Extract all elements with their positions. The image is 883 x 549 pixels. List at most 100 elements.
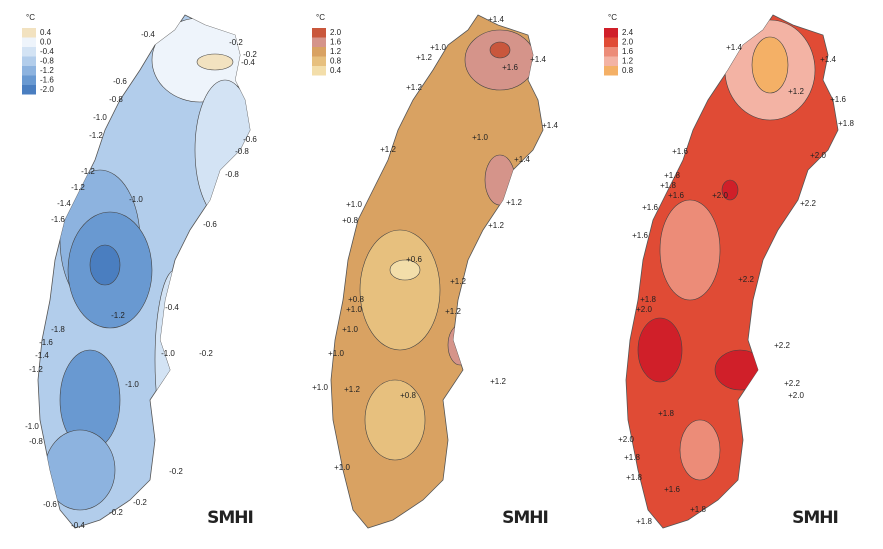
contour-label: -0.6 [113,77,127,86]
contour-label: +1.2 [344,385,360,394]
contour-label: -0.2 [133,498,147,507]
contour-label: +1.4 [726,43,742,52]
contour-label: +2.0 [618,435,634,444]
temperature-zones [359,29,536,461]
contour-label: +1.2 [416,53,432,62]
contour-label: +0.8 [342,216,358,225]
contour-label: +1.2 [490,377,506,386]
legend-label: 0.8 [330,57,342,66]
contour-label: +1.2 [406,83,422,92]
zone [44,429,116,511]
zone [489,41,511,59]
contour-label: +1.2 [788,87,804,96]
contour-label: +1.2 [445,307,461,316]
contour-label: -1.6 [39,338,53,347]
zone [389,259,421,281]
contour-label: -0.8 [29,437,43,446]
contour-label: -1.8 [51,325,65,334]
contour-label: +2.2 [784,379,800,388]
contour-label: -1.2 [29,365,43,374]
legend-label: 2.0 [622,38,634,47]
contour-label: +2.0 [636,305,652,314]
legend-swatch [22,75,36,85]
contour-label: +1.0 [334,463,350,472]
contour-label: +2.2 [800,199,816,208]
contour-label: +1.8 [626,473,642,482]
contour-label: +1.0 [346,200,362,209]
contour-label: +0.8 [400,391,416,400]
zone [721,179,739,201]
legend-swatch [604,47,618,57]
legend-label: 0.4 [330,66,342,75]
contour-label: -0.8 [225,170,239,179]
contour-label: +1.6 [642,203,658,212]
contour-label: -1.2 [71,183,85,192]
contour-label: +1.6 [632,231,648,240]
contour-label: -1.0 [25,422,39,431]
legend-swatch [22,56,36,66]
legend-swatch [604,56,618,66]
contour-label: +2.0 [788,391,804,400]
zone [89,244,121,286]
legend-label: 1.2 [330,47,342,56]
map: °C0.40.0-0.4-0.8-1.2-1.6-2.0-0.4-0.2-0.2… [22,13,257,530]
contour-label: -0.4 [165,303,179,312]
legend-unit: °C [316,13,325,22]
brand-logo: SMHI [502,508,548,528]
contour-label: +1.0 [328,349,344,358]
contour-label: +1.8 [838,119,854,128]
contour-label: +2.0 [810,151,826,160]
contour-label: -1.0 [129,195,143,204]
zone [637,317,683,383]
contour-label: +1.6 [672,147,688,156]
zone [751,36,789,94]
contour-label: -0.8 [235,147,249,156]
zone [154,269,196,451]
zone [447,324,473,366]
contour-label: +1.8 [664,171,680,180]
contour-label: +0.6 [406,255,422,264]
legend-unit: °C [26,13,35,22]
brand-logo: SMHI [207,508,253,528]
contour-label: -1.2 [89,131,103,140]
contour-label: -0.8 [109,95,123,104]
contour-label: -1.6 [51,215,65,224]
contour-label: -1.0 [93,113,107,122]
legend-label: 2.0 [330,28,342,37]
contour-label: +0.8 [348,295,364,304]
contour-label: +1.8 [660,181,676,190]
contour-label: +1.4 [530,55,546,64]
contour-label: -0.2 [229,38,243,47]
legend-label: -0.4 [40,47,54,56]
contour-label: -1.2 [81,167,95,176]
zone [359,229,441,351]
contour-label: -0.2 [109,508,123,517]
legend-swatch [604,66,618,76]
contour-label: -0.2 [169,467,183,476]
contour-label: -0.4 [141,30,155,39]
legend-swatch [22,37,36,47]
legend-swatch [22,28,36,38]
contour-label: +1.8 [624,453,640,462]
contour-label: +1.0 [472,133,488,142]
legend-label: 2.4 [622,28,634,37]
contour-label: +1.4 [488,15,504,24]
contour-label: +1.6 [830,95,846,104]
legend-label: 1.2 [622,57,634,66]
contour-label: +1.0 [312,383,328,392]
contour-label: -0.6 [43,500,57,509]
contour-label: +1.6 [668,191,684,200]
contour-label: +1.6 [502,63,518,72]
contour-label: +2.0 [712,191,728,200]
contour-label: +1.2 [380,145,396,154]
legend-swatch [312,56,326,66]
legend-swatch [22,66,36,76]
legend-label: -1.2 [40,66,54,75]
legend-label: 0.8 [622,66,634,75]
legend-swatch [312,47,326,57]
legend-swatch [312,37,326,47]
legend-swatch [312,66,326,76]
legend-label: 0.0 [40,38,52,47]
legend-swatch [604,28,618,38]
